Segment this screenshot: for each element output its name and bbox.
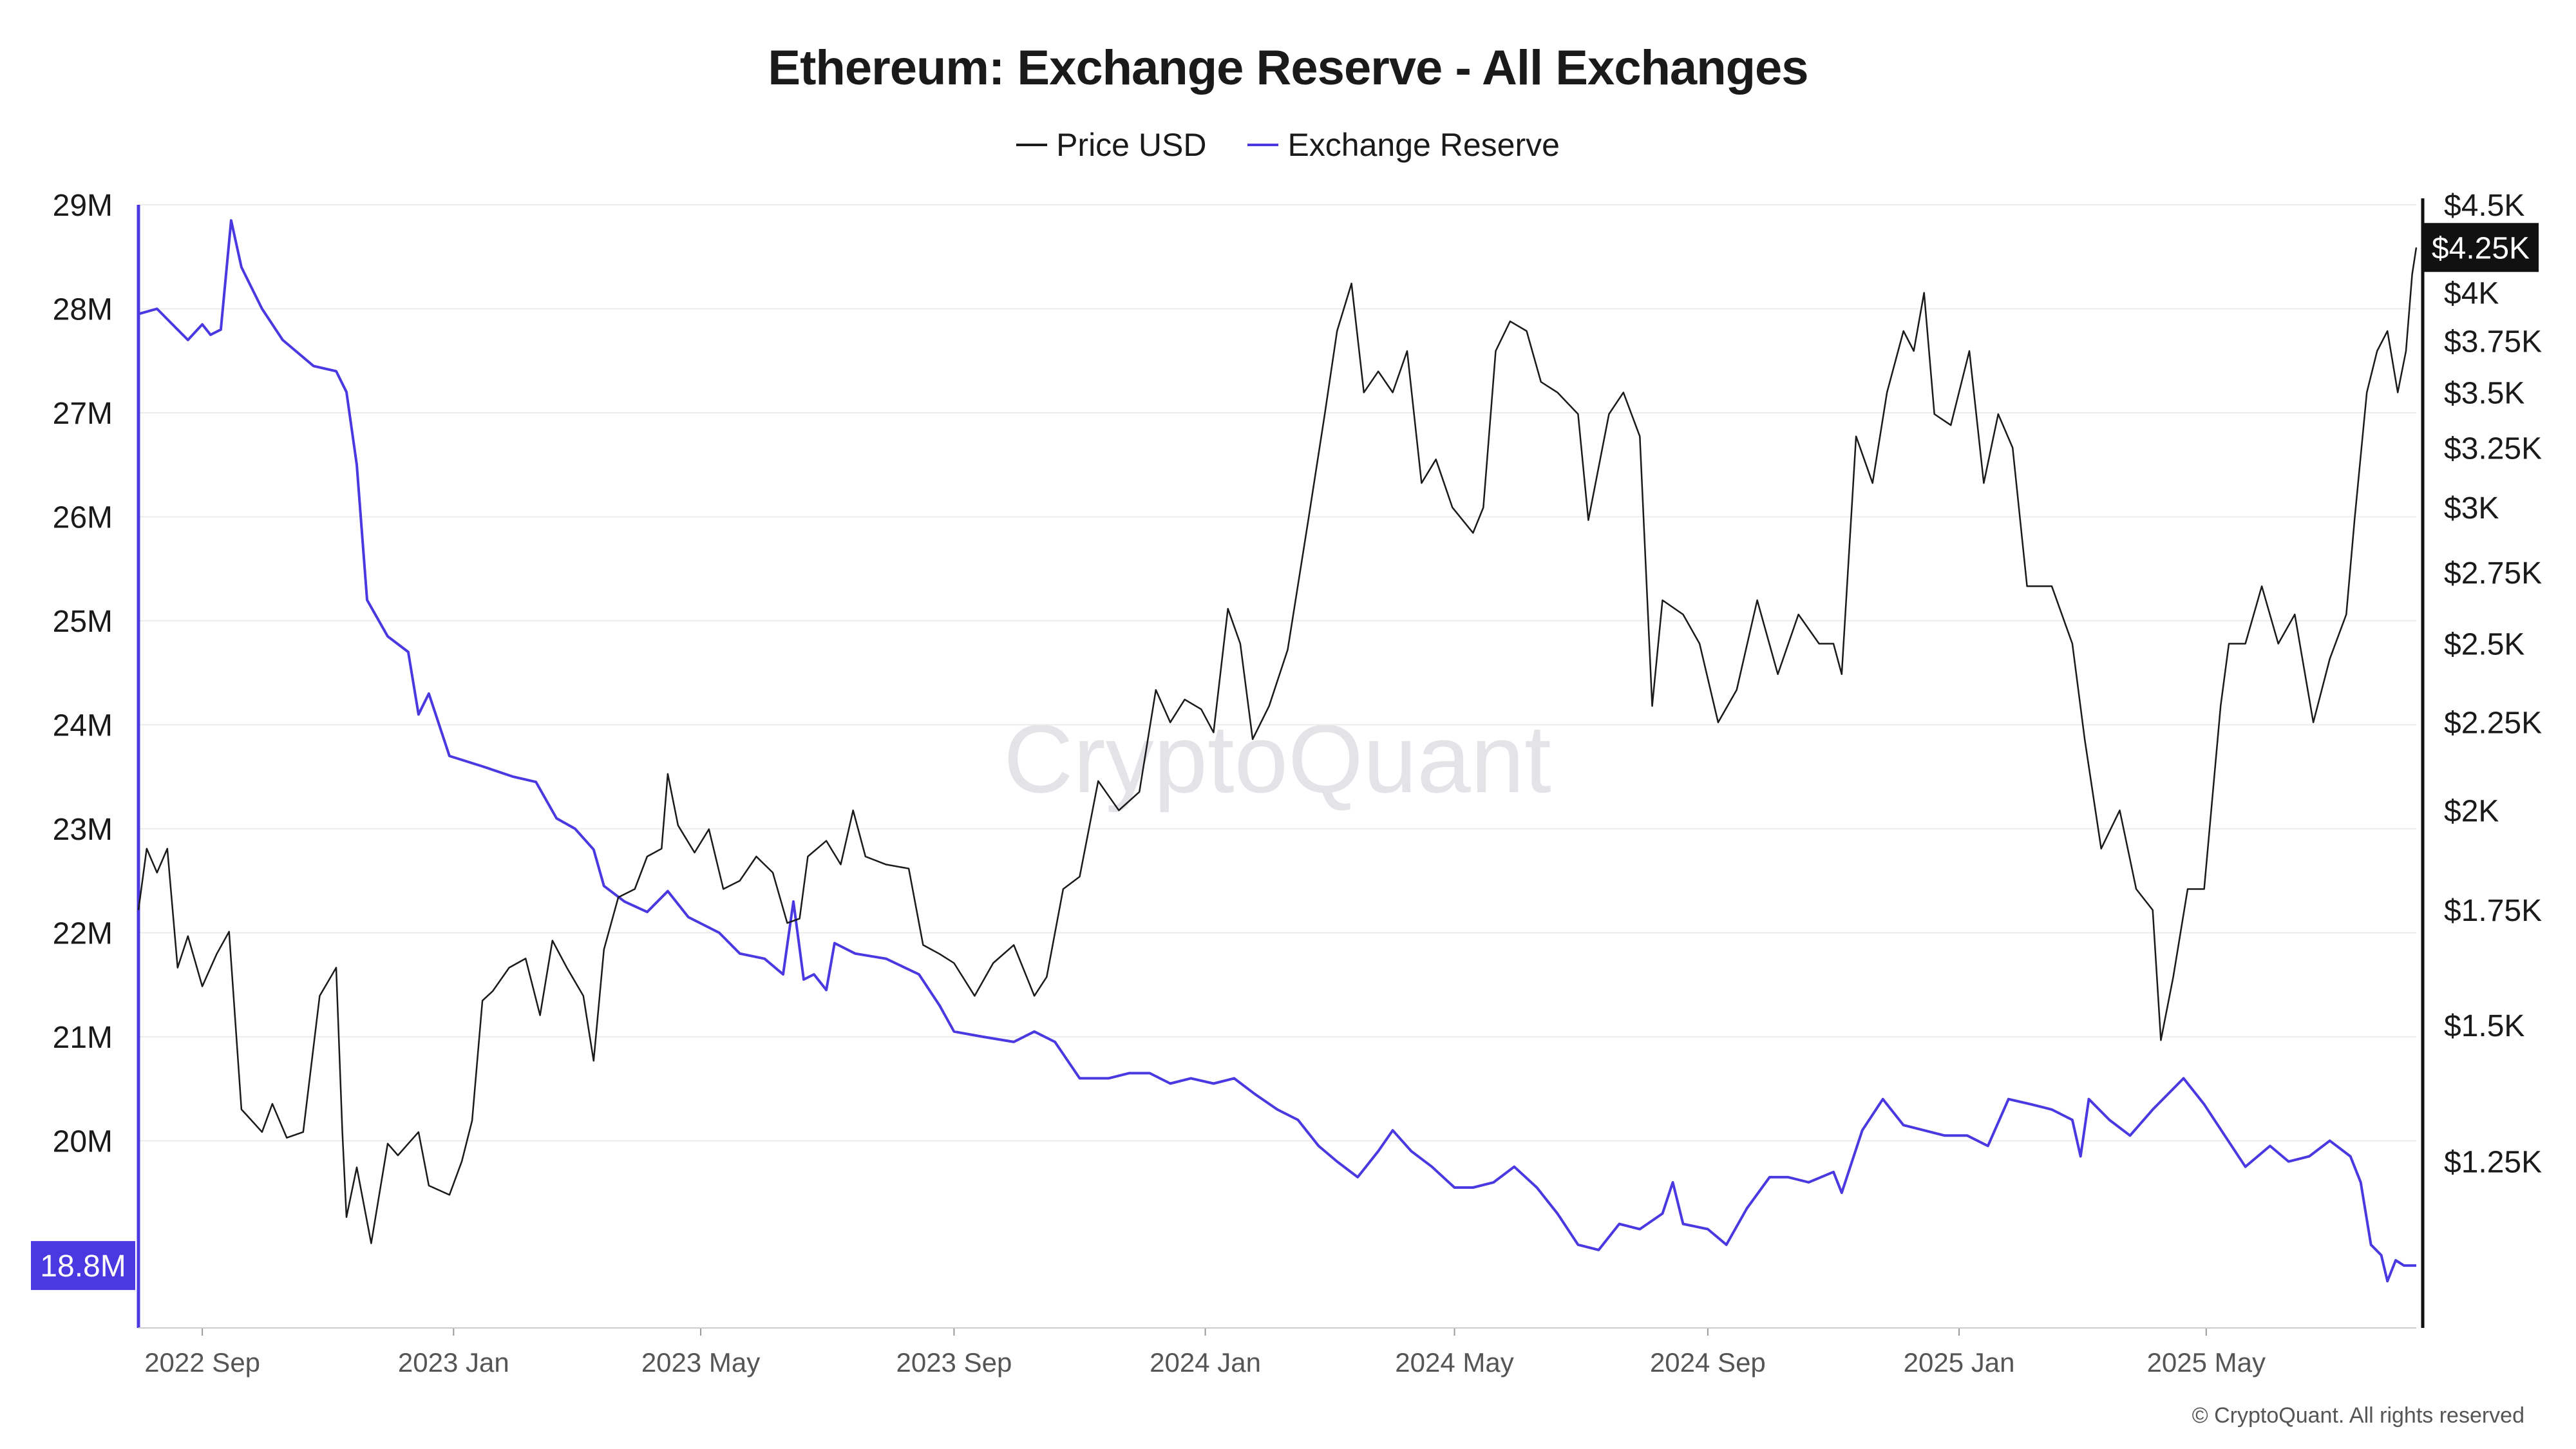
reserve-current-tag	[31, 1241, 135, 1291]
x-tick-label: 2023 Sep	[896, 1347, 1012, 1378]
y-left-tick-label: 21M	[53, 1021, 113, 1055]
x-tick-label: 2025 May	[2147, 1347, 2266, 1378]
y-left-tick-label: 29M	[53, 189, 113, 223]
y-right-tick-label: $4K	[2444, 277, 2499, 311]
price-line	[137, 247, 2418, 1244]
y-left-tick-label: 24M	[53, 708, 113, 743]
y-right-tick-label: $3.25K	[2444, 431, 2542, 466]
x-tick-label: 2025 Jan	[1904, 1347, 2015, 1378]
copyright-notice: © CryptoQuant. All rights reserved	[2192, 1403, 2524, 1428]
watermark-text: CryptoQuant	[1003, 705, 1551, 813]
exchange-reserve-line	[138, 219, 2416, 1283]
y-right-tick-label: $1.25K	[2444, 1145, 2542, 1179]
y-left-tick-label: 20M	[53, 1124, 113, 1159]
price-current-tag-label: $4.25K	[2432, 231, 2530, 265]
y-right-tick-label: $2.5K	[2444, 628, 2524, 662]
price-current-tag	[2423, 223, 2539, 272]
legend-swatch-price	[1016, 144, 1048, 146]
y-left-tick-label: 26M	[53, 500, 113, 535]
legend-item-price[interactable]: Price USD	[1016, 126, 1206, 164]
x-tick-label: 2024 Jan	[1150, 1347, 1261, 1378]
chart-legend: Price USD Exchange Reserve	[0, 126, 2576, 164]
reserve-current-tag-label: 18.8M	[40, 1249, 126, 1283]
y-left-tick-label: 25M	[53, 605, 113, 639]
y-right-tick-label: $4.5K	[2444, 189, 2524, 223]
y-left-tick-label: 23M	[53, 813, 113, 847]
y-right-tick-label: $2.25K	[2444, 706, 2542, 741]
x-tick-label: 2024 May	[1395, 1347, 1513, 1378]
legend-item-reserve[interactable]: Exchange Reserve	[1247, 126, 1560, 164]
y-left-tick-label: 22M	[53, 916, 113, 951]
y-left-tick-label: 27M	[53, 397, 113, 431]
x-tick-label: 2023 Jan	[398, 1347, 509, 1378]
legend-swatch-reserve	[1247, 144, 1279, 146]
y-right-tick-label: $2.75K	[2444, 556, 2542, 591]
x-tick-label: 2024 Sep	[1650, 1347, 1766, 1378]
y-right-tick-label: $3.5K	[2444, 376, 2524, 410]
y-right-tick-label: $1.5K	[2444, 1009, 2524, 1043]
y-right-tick-label: $3K	[2444, 491, 2499, 526]
y-right-tick-label: $2K	[2444, 794, 2499, 828]
y-left-tick-label: 28M	[53, 292, 113, 327]
y-right-tick-label: $1.75K	[2444, 894, 2542, 928]
x-tick-label: 2023 May	[641, 1347, 760, 1378]
y-right-tick-label: $3.75K	[2444, 325, 2542, 359]
legend-label-price: Price USD	[1056, 127, 1207, 163]
x-tick-label: 2022 Sep	[144, 1347, 260, 1378]
chart-title: Ethereum: Exchange Reserve - All Exchang…	[768, 41, 1808, 95]
legend-label-reserve: Exchange Reserve	[1287, 127, 1560, 163]
